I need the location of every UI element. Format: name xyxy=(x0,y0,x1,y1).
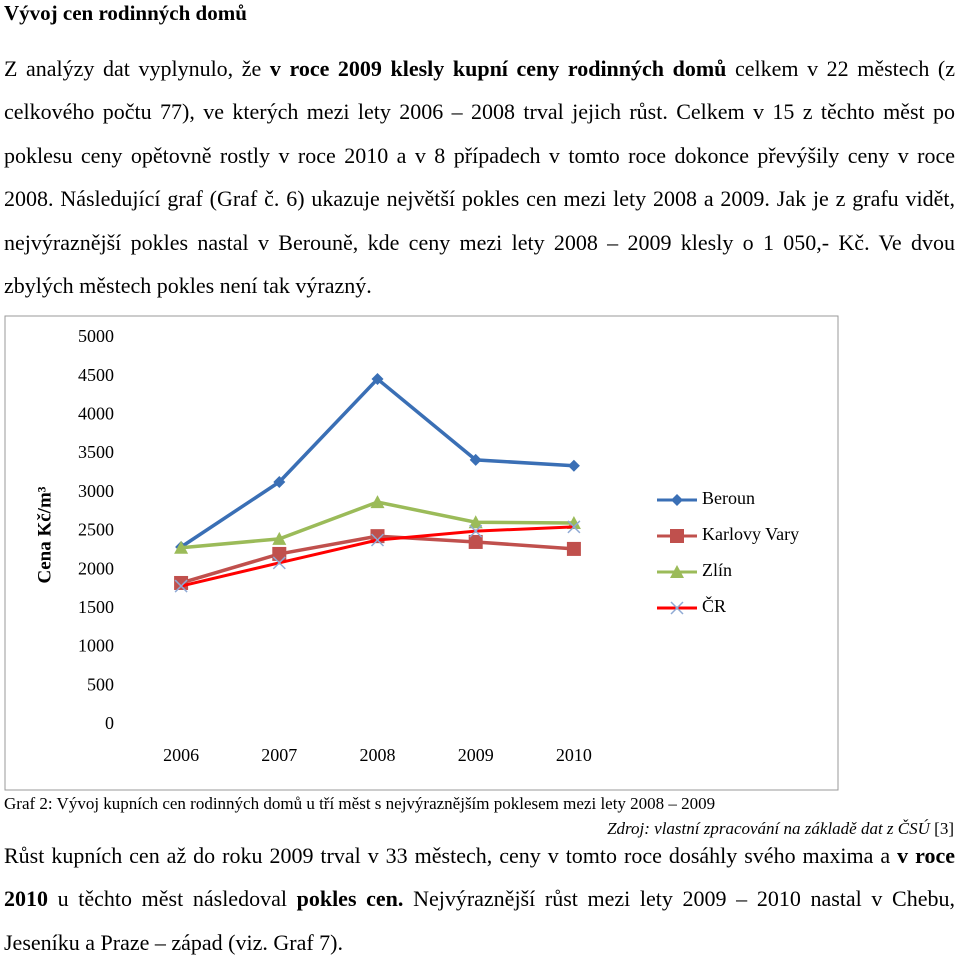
y-tick-label: 3500 xyxy=(78,442,114,462)
y-tick-label: 5000 xyxy=(78,326,114,346)
legend-marker xyxy=(670,529,684,543)
text-run: v roce 2009 klesly kupní ceny rodinných … xyxy=(269,56,727,81)
marker xyxy=(370,533,385,547)
text-run: Nejvýraznější růst mezi lety 2009 – 2010… xyxy=(4,886,955,955)
marker xyxy=(174,540,189,554)
marker xyxy=(272,556,286,570)
marker xyxy=(567,459,580,472)
text-run: Z analýzy dat vyplynulo, že xyxy=(4,56,270,81)
marker xyxy=(174,579,188,593)
marker xyxy=(468,515,483,529)
text-run: pokles cen. xyxy=(296,886,404,912)
legend-label: Zlín xyxy=(702,560,732,580)
heading: Vývoj cen rodinných domů xyxy=(4,1,247,25)
y-tick-label: 1000 xyxy=(78,636,114,656)
marker xyxy=(566,541,581,556)
y-tick-label: 500 xyxy=(87,674,114,694)
marker xyxy=(273,475,286,488)
caption: Graf 2: Vývoj kupních cen rodinných domů… xyxy=(4,794,716,813)
marker xyxy=(272,546,287,561)
legend-marker xyxy=(671,494,683,506)
source: Zdroj: vlastní zpracování na základě dat… xyxy=(607,818,954,840)
text-run: v roce 2010 xyxy=(4,843,955,912)
chart-frame xyxy=(4,315,839,791)
text-run: Zdroj: vlastní zpracování na základě dat… xyxy=(607,819,930,838)
paragraph: Z analýzy dat vyplynulo, že v roce 2009 … xyxy=(4,47,955,307)
x-tick-label: 2007 xyxy=(261,745,297,765)
legend-marker xyxy=(670,601,684,615)
marker xyxy=(272,531,287,545)
y-tick-label: 3000 xyxy=(78,481,114,501)
text-run: [3] xyxy=(929,819,954,838)
y-tick-label: 4500 xyxy=(78,365,114,385)
legend-label: Beroun xyxy=(702,488,755,508)
marker xyxy=(468,534,483,549)
y-tick-label: 2000 xyxy=(78,558,114,578)
legend-label: ČR xyxy=(702,595,726,616)
y-tick-label: 1500 xyxy=(78,597,114,617)
x-tick-label: 2009 xyxy=(458,745,494,765)
y-tick-label: 2500 xyxy=(78,520,114,540)
marker xyxy=(174,575,189,590)
marker xyxy=(567,520,581,534)
chart: Cena Kč/m³ 0 500 1000 1500 2000 2500 3000 3500 4… xyxy=(4,315,839,791)
text-run: Růst kupních cen až do roku 2009 trval v… xyxy=(4,843,898,868)
x-tick-label: 2010 xyxy=(556,745,592,765)
y-tick-label: 0 xyxy=(105,713,114,733)
marker xyxy=(469,453,482,466)
y-axis-title: Cena Kč/m³ xyxy=(34,486,55,583)
text-run: celkem v 22 městech (z celkového počtu 7… xyxy=(4,56,955,299)
x-tick-label: 2006 xyxy=(163,745,199,765)
legend-label: Karlovy Vary xyxy=(702,524,799,544)
paragraph: Růst kupních cen až do roku 2009 trval v… xyxy=(4,834,955,964)
legend-marker xyxy=(670,565,684,578)
marker xyxy=(370,495,385,509)
marker xyxy=(371,373,384,386)
y-tick-label: 4000 xyxy=(78,404,114,424)
marker xyxy=(469,524,483,538)
x-tick-label: 2008 xyxy=(360,745,396,765)
text-run: u těchto měst následoval xyxy=(48,886,297,912)
